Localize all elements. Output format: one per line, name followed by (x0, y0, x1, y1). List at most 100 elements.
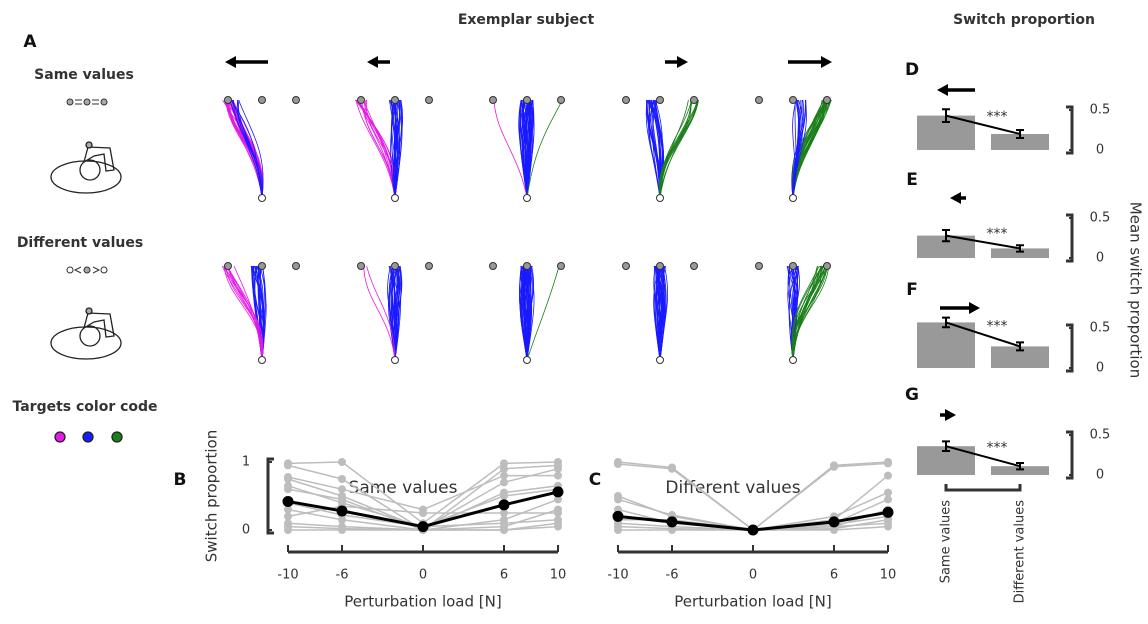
arrow-head (937, 84, 948, 96)
bar (917, 322, 975, 368)
target (823, 262, 831, 270)
target (258, 262, 266, 270)
trajectory (791, 265, 827, 361)
bar (991, 346, 1049, 368)
arrow-head (950, 192, 961, 204)
point (500, 464, 508, 473)
y-axis-label: Switch proportion (203, 430, 221, 563)
point (500, 492, 508, 500)
target (656, 96, 664, 104)
y-tick-label: 0 (1096, 468, 1104, 483)
trajectory (659, 99, 698, 199)
y-tick-label: 0 (242, 523, 250, 538)
point (747, 524, 759, 536)
y-tick-label: 0.5 (1090, 321, 1111, 336)
target (523, 262, 531, 270)
trajectory (237, 99, 263, 199)
point (666, 516, 678, 528)
target (224, 96, 232, 104)
point (284, 505, 292, 514)
x-tick-label: 10 (880, 568, 897, 583)
point (884, 459, 892, 468)
trajectory (659, 265, 665, 361)
trajectory (366, 99, 396, 199)
point (338, 458, 346, 466)
point (284, 512, 292, 521)
target (622, 262, 630, 270)
y-axis (1066, 213, 1074, 263)
point (884, 519, 892, 528)
trajectory (238, 99, 264, 199)
point (554, 495, 562, 504)
point (500, 526, 508, 534)
arrow-head (677, 56, 688, 68)
y-tick-label: 0.5 (1090, 103, 1111, 118)
target (391, 96, 399, 104)
trajectory (223, 265, 264, 361)
target (557, 262, 565, 270)
value-glyph (66, 98, 108, 274)
trajectory (390, 99, 396, 199)
trajectory (526, 99, 532, 199)
chart-title: Different values (665, 478, 800, 498)
mean-line (945, 234, 1021, 250)
row-label: Same values (34, 67, 134, 83)
trajectory (228, 99, 263, 199)
arrow-head (225, 56, 236, 68)
trajectory (792, 99, 807, 199)
trajectory (520, 265, 528, 361)
trajectory (659, 99, 699, 199)
point (500, 471, 508, 480)
point (338, 485, 346, 494)
target (690, 96, 698, 104)
point (338, 475, 346, 483)
trajectory (394, 265, 402, 361)
start (391, 356, 399, 364)
target (622, 96, 630, 104)
target (357, 262, 365, 270)
point (554, 509, 562, 517)
trajectory (393, 99, 397, 199)
error-bar (1016, 462, 1024, 471)
target (557, 96, 565, 104)
trajectory (520, 265, 530, 361)
x-axis-label: Perturbation load [N] (674, 593, 831, 611)
trajectory (229, 99, 263, 199)
trajectory (394, 265, 402, 361)
point (284, 481, 292, 490)
trajectory (519, 99, 528, 199)
trajectory (526, 99, 563, 199)
trajectory (659, 99, 692, 199)
y-tick-label: 1 (242, 455, 250, 470)
error-bar (942, 440, 950, 452)
point (554, 464, 562, 473)
x-tick-label: 0 (749, 568, 757, 583)
y-axis (1066, 105, 1074, 155)
panel-label: E (906, 170, 918, 190)
point (338, 498, 346, 507)
point (830, 462, 838, 471)
trajectory (394, 99, 401, 199)
target (755, 262, 763, 270)
arrow-head (821, 56, 832, 68)
x-tick-label: 6 (500, 568, 508, 583)
trajectory (357, 99, 396, 199)
error-bar (942, 229, 950, 243)
x-tick-label: -6 (666, 568, 679, 583)
y-axis (1066, 430, 1074, 480)
arm-icon (50, 141, 122, 360)
error-bar (942, 108, 950, 123)
panel-label: B (174, 470, 187, 490)
mean-line (945, 114, 1021, 135)
target (292, 262, 300, 270)
mean-line (945, 445, 1021, 468)
trajectory (391, 99, 399, 199)
trajectory (520, 265, 528, 361)
target (489, 96, 497, 104)
point (338, 526, 346, 534)
target (425, 262, 433, 270)
trajectory (394, 99, 403, 199)
annotation: *** (987, 226, 1008, 242)
